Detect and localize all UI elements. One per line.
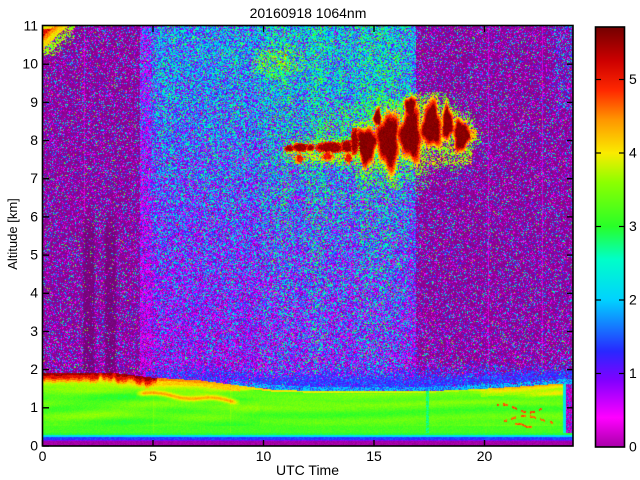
svg-text:UTC Time: UTC Time xyxy=(276,462,339,478)
svg-text:0: 0 xyxy=(39,448,47,464)
svg-text:2: 2 xyxy=(30,361,38,377)
svg-text:10: 10 xyxy=(256,448,272,464)
svg-text:4: 4 xyxy=(629,145,637,161)
svg-text:6: 6 xyxy=(30,208,38,224)
svg-text:3: 3 xyxy=(30,323,38,339)
svg-text:1: 1 xyxy=(629,365,637,381)
svg-text:1: 1 xyxy=(30,399,38,415)
svg-text:7: 7 xyxy=(30,170,38,186)
svg-text:2: 2 xyxy=(629,292,637,308)
svg-text:11: 11 xyxy=(23,17,38,33)
svg-text:9: 9 xyxy=(30,94,38,110)
svg-text:4: 4 xyxy=(30,285,38,301)
svg-text:0: 0 xyxy=(629,439,637,455)
svg-text:20160918 1064nm: 20160918 1064nm xyxy=(250,5,367,21)
svg-text:5: 5 xyxy=(30,247,38,263)
svg-text:8: 8 xyxy=(30,132,38,148)
svg-text:10: 10 xyxy=(22,56,38,72)
svg-text:3: 3 xyxy=(629,218,637,234)
svg-text:Altitude [km]: Altitude [km] xyxy=(5,198,20,270)
svg-text:5: 5 xyxy=(149,448,157,464)
svg-text:20: 20 xyxy=(477,448,493,464)
svg-text:15: 15 xyxy=(366,448,382,464)
svg-text:5: 5 xyxy=(629,71,637,87)
svg-text:0: 0 xyxy=(30,437,38,453)
